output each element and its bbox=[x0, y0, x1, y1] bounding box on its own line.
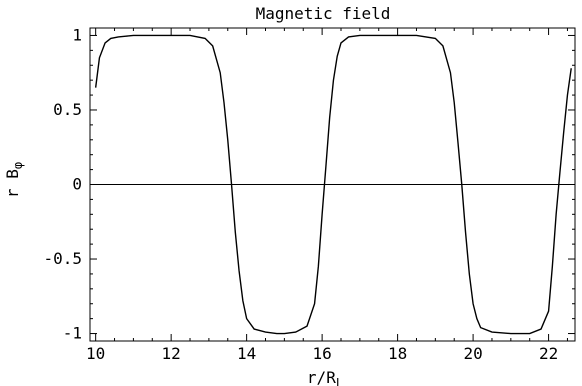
y-tick-label: 1 bbox=[72, 25, 82, 44]
field-curve bbox=[94, 34, 572, 335]
y-axis-label: r Bφ bbox=[3, 162, 25, 198]
y-tick-label: 0.5 bbox=[53, 100, 82, 119]
x-tick-label: 16 bbox=[312, 344, 331, 363]
x-tick-label: 12 bbox=[162, 344, 181, 363]
x-axis-label: r/RL bbox=[307, 368, 343, 386]
y-tick-label: 0 bbox=[72, 175, 82, 194]
x-tick-label: 14 bbox=[237, 344, 256, 363]
x-tick-label: 22 bbox=[539, 344, 558, 363]
y-axis-ticks: -1 -0.5 0 0.5 1 bbox=[43, 25, 575, 343]
y-tick-label: -0.5 bbox=[43, 249, 82, 268]
x-axis-ticks: 10 12 14 16 18 20 22 bbox=[86, 28, 568, 363]
x-tick-label: 20 bbox=[463, 344, 482, 363]
chart-title: Magnetic field bbox=[256, 4, 391, 23]
x-tick-label: 18 bbox=[388, 344, 407, 363]
x-tick-label: 10 bbox=[86, 344, 105, 363]
y-tick-label: -1 bbox=[63, 324, 82, 343]
